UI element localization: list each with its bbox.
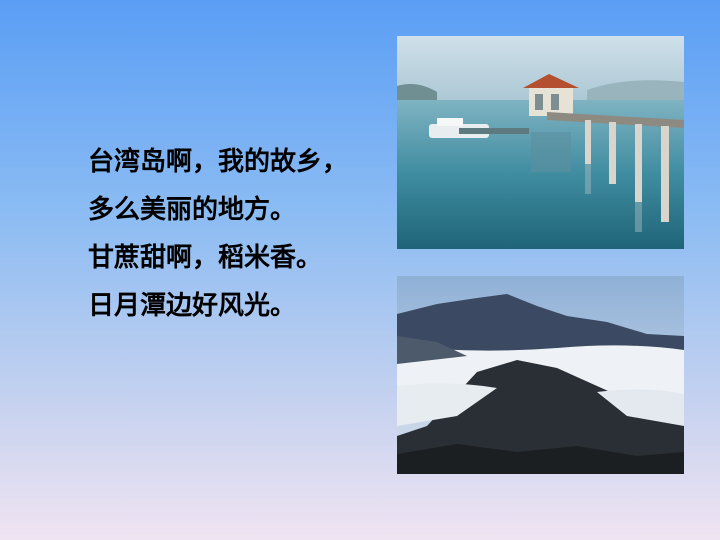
poem-line-2: 多么美丽的地方。 — [88, 195, 297, 225]
poem-line-1: 台湾岛啊，我的故乡， — [88, 147, 349, 177]
poem-line-3: 甘蔗甜啊，稻米香。 — [88, 243, 323, 273]
lake-scene — [397, 36, 684, 249]
mountain-clouds-photo — [397, 276, 684, 474]
poem-text: 台湾岛啊，我的故乡， 多么美丽的地方。 甘蔗甜啊，稻米香。 日月潭边好风光。 — [88, 145, 378, 337]
poem-line-4: 日月潭边好风光。 — [88, 291, 297, 321]
mountain-scene — [397, 276, 684, 474]
lake-pavilion-photo — [397, 36, 684, 249]
